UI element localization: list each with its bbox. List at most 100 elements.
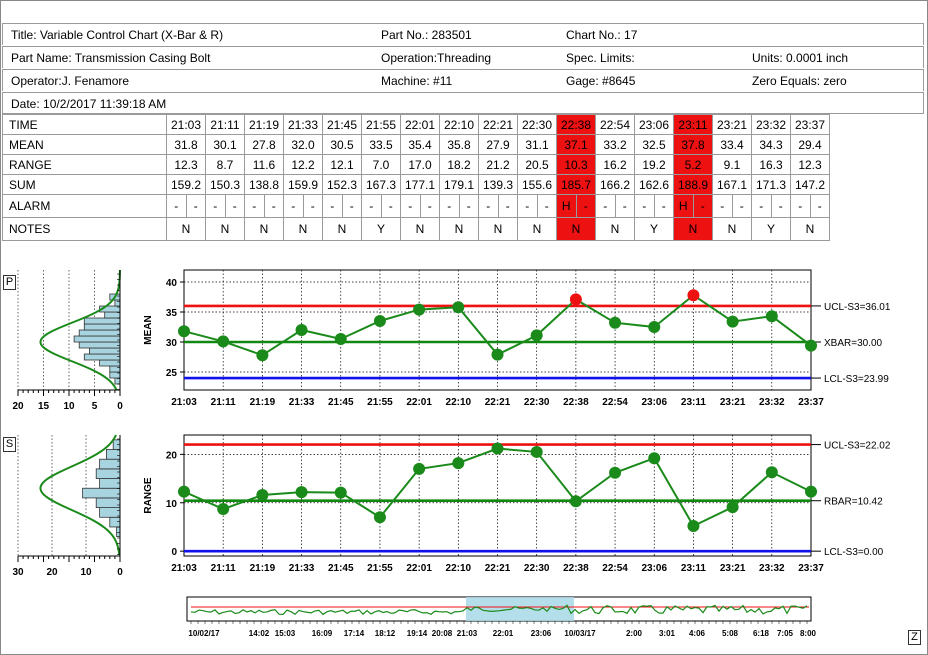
data-point <box>373 511 386 524</box>
hist-bar <box>106 449 121 460</box>
header-row-3: Operator:J. Fenamore Machine: #11 Gage: … <box>2 69 924 91</box>
overview-label: 15:03 <box>275 629 296 638</box>
center-label: RBAR=10.42 <box>824 497 883 508</box>
operation: Operation:Threading <box>381 51 492 65</box>
x-tick-label: 21:11 <box>211 397 236 408</box>
table-cell: N <box>517 217 557 241</box>
x-tick-label: 21:19 <box>250 563 276 574</box>
hist-bar <box>95 468 121 479</box>
spec-limits: Spec. Limits: <box>566 51 635 65</box>
x-tick-label: 22:54 <box>602 563 628 574</box>
table-row: SUM 159.2 150.3 138.8 159.9 152.3 167.3 177.1 17… <box>2 174 830 195</box>
table-cell: 35.8 <box>439 134 479 155</box>
table-cell: -- <box>283 194 323 218</box>
x-tick-label: 23:37 <box>798 397 824 408</box>
alarm-flag: - <box>809 195 830 217</box>
table-cell: 23:37 <box>790 114 830 135</box>
data-point <box>765 466 778 479</box>
table-cell: 188.9 <box>673 174 713 195</box>
x-tick-label: 21:19 <box>250 397 276 408</box>
hist-tick-label: 0 <box>117 567 123 578</box>
hist-bar <box>83 323 121 331</box>
data-point <box>334 486 347 499</box>
table-cell: 17.0 <box>400 154 440 175</box>
table-cell: 12.3 <box>790 154 830 175</box>
alarm-flag: - <box>369 199 374 213</box>
y-tick-label: 25 <box>166 368 178 379</box>
alarm-flag: - <box>408 199 413 213</box>
hist-bar <box>99 478 121 489</box>
machine: Machine: #11 <box>381 74 453 88</box>
data-point <box>217 503 230 516</box>
zero-equals: Zero Equals: zero <box>752 74 847 88</box>
hist-bar <box>114 377 121 385</box>
table-cell: N <box>673 217 713 241</box>
table-cell: N <box>556 217 596 241</box>
overview-label: 10/03/17 <box>564 629 596 638</box>
alarm-flag: - <box>692 195 713 217</box>
hist-bar <box>78 329 121 337</box>
x-tick-label: 21:33 <box>289 397 315 408</box>
data-point <box>217 335 230 348</box>
hist-bar <box>89 347 121 355</box>
y-tick-label: 20 <box>166 450 178 461</box>
table-cell: 177.1 <box>400 174 440 195</box>
overview-label: 8:00 <box>800 629 817 638</box>
table-row: NOTES N N N N N Y N N N N N N Y N N Y N <box>2 217 830 241</box>
x-tick-label: 22:01 <box>406 563 432 574</box>
center-label: XBAR=30.00 <box>824 338 883 349</box>
data-point <box>334 333 347 345</box>
alarm-flag: - <box>525 199 530 213</box>
data-point <box>609 466 622 479</box>
row-label: RANGE <box>2 154 167 175</box>
table-cell: 21:19 <box>244 114 284 135</box>
x-tick-label: 23:11 <box>681 563 706 574</box>
alarm-flag: - <box>486 199 491 213</box>
alarm-flag: - <box>224 195 245 217</box>
s-button[interactable]: S <box>3 437 16 452</box>
alarm-flag: - <box>185 195 206 217</box>
data-point <box>491 442 504 455</box>
x-tick-label: 23:37 <box>798 563 824 574</box>
y-tick-label: 35 <box>166 308 178 319</box>
alarm-flag: - <box>536 195 557 217</box>
hist-bar <box>114 299 121 307</box>
date: Date: 10/2/2017 11:39:18 AM <box>11 97 167 111</box>
alarm-flag: H <box>561 199 571 213</box>
alarm-flag: - <box>174 199 179 213</box>
x-tick-label: 22:10 <box>446 397 472 408</box>
table-cell: 21:03 <box>166 114 206 135</box>
x-tick-label: 21:45 <box>328 397 354 408</box>
row-label: NOTES <box>2 217 167 241</box>
data-point <box>687 519 700 532</box>
alarm-flag: - <box>642 199 647 213</box>
alarm-flag: - <box>497 195 518 217</box>
data-point <box>530 329 543 342</box>
alarm-flag: - <box>759 199 764 213</box>
hist-bar <box>99 458 121 470</box>
lcl-label: LCL-S3=0.00 <box>824 547 884 558</box>
overview-label: 10/02/17 <box>188 629 220 638</box>
gage: Gage: #8645 <box>566 74 636 88</box>
alarm-flag: - <box>263 195 284 217</box>
table-cell: 162.6 <box>634 174 674 195</box>
hist-bar <box>73 335 121 343</box>
alarm-flag: - <box>614 195 635 217</box>
y-tick-label: 10 <box>166 499 178 510</box>
alarm-flag: - <box>419 195 440 217</box>
hist-tick-label: 10 <box>80 567 92 578</box>
table-cell: 8.7 <box>205 154 245 175</box>
z-button[interactable]: Z <box>908 630 921 645</box>
data-point <box>178 325 190 338</box>
x-tick-label: 23:06 <box>641 563 667 574</box>
x-tick-label: 21:55 <box>367 563 393 574</box>
alarm-flag: - <box>720 199 725 213</box>
alarm-flag: - <box>770 195 791 217</box>
table-cell: 18.2 <box>439 154 479 175</box>
part-name: Part Name: Transmission Casing Bolt <box>11 51 211 65</box>
x-tick-label: 22:30 <box>524 397 550 408</box>
p-button[interactable]: P <box>3 275 16 290</box>
table-cell: N <box>400 217 440 241</box>
data-point <box>413 462 426 475</box>
data-point <box>726 315 739 328</box>
